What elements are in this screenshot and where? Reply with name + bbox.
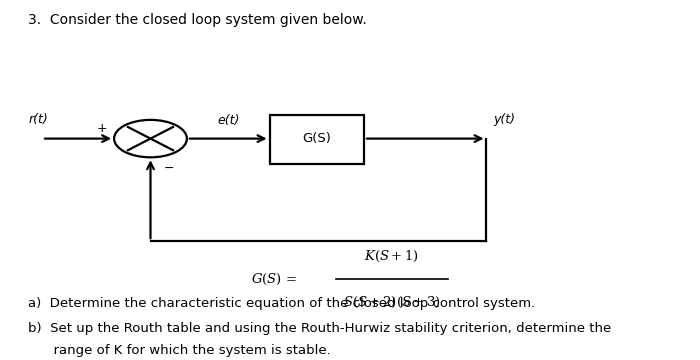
Text: range of K for which the system is stable.: range of K for which the system is stabl… xyxy=(28,344,330,357)
Text: r(t): r(t) xyxy=(29,113,48,126)
Text: $K(S+1)$: $K(S+1)$ xyxy=(365,248,419,264)
Text: $S(S+2)(S+3)$: $S(S+2)(S+3)$ xyxy=(343,294,441,310)
Text: $G(S)\,=$: $G(S)\,=$ xyxy=(251,271,298,287)
Text: G(S): G(S) xyxy=(302,132,331,145)
Text: y(t): y(t) xyxy=(493,113,515,126)
Text: −: − xyxy=(163,162,174,175)
Text: 3.  Consider the closed loop system given below.: 3. Consider the closed loop system given… xyxy=(28,13,367,27)
FancyBboxPatch shape xyxy=(270,115,364,164)
Text: +: + xyxy=(96,122,107,135)
Circle shape xyxy=(114,120,187,157)
Text: e(t): e(t) xyxy=(217,114,239,127)
Text: b)  Set up the Routh table and using the Routh-Hurwiz stability criterion, deter: b) Set up the Routh table and using the … xyxy=(28,322,611,335)
Text: a)  Determine the characteristic equation of the closed loop control system.: a) Determine the characteristic equation… xyxy=(28,297,536,310)
